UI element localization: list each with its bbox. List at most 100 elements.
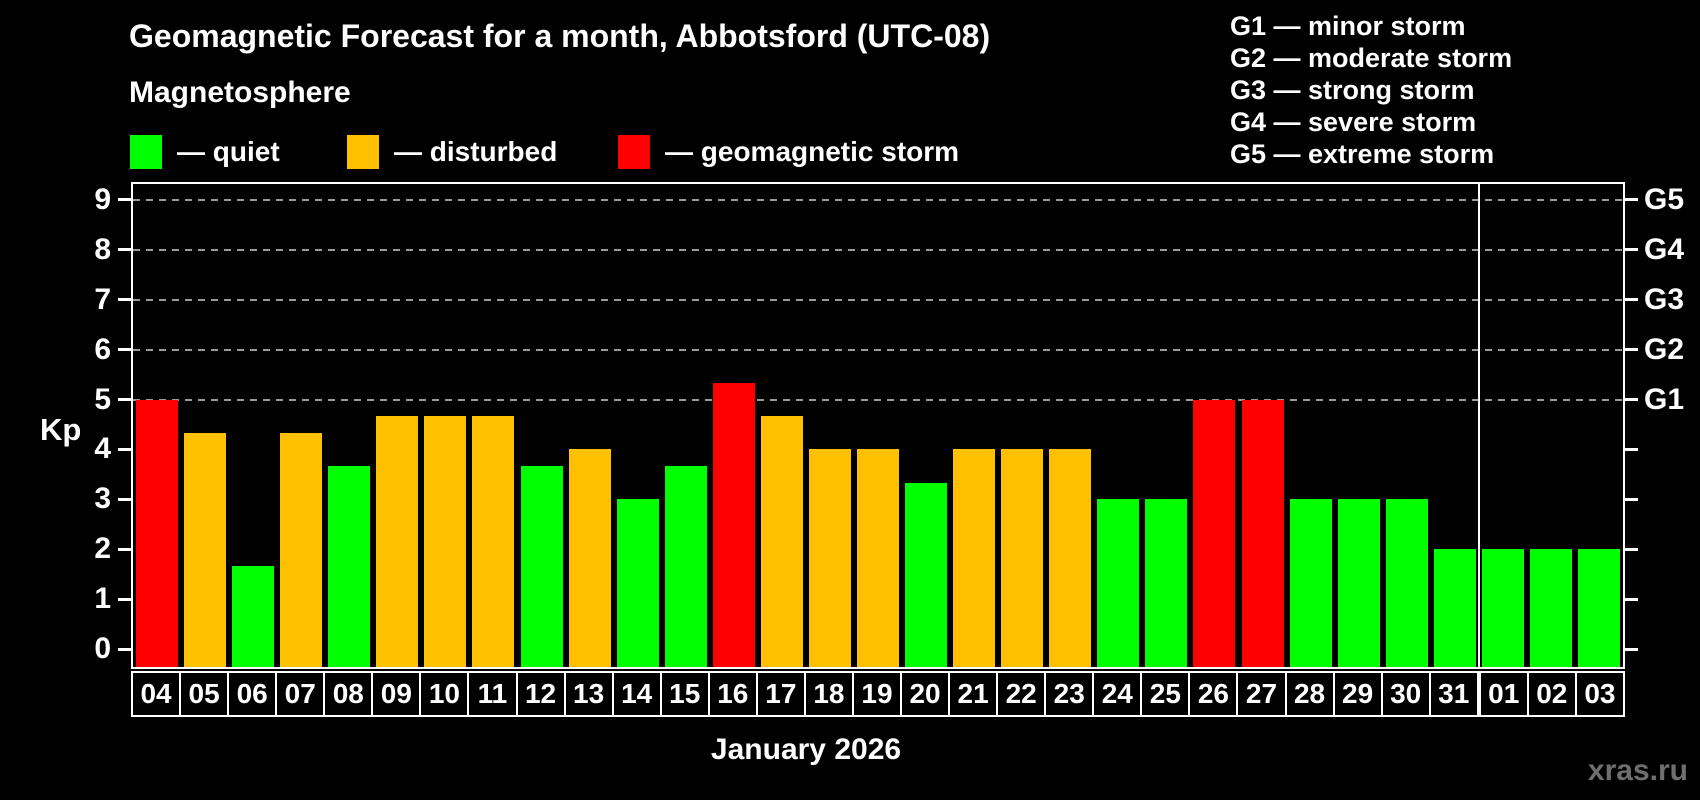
storm-scale-g1: G1 — minor storm	[1230, 11, 1466, 41]
date-cell-25: 25	[1140, 673, 1189, 715]
bar-day-04	[136, 399, 179, 667]
g-scale-label-g3: G3	[1644, 282, 1685, 316]
date-cell-17: 17	[755, 673, 804, 715]
disturbed-color-swatch	[347, 135, 379, 169]
y-tick-right-2	[1625, 547, 1638, 551]
y-tick-label-1: 1	[94, 582, 111, 616]
date-cell-09: 09	[371, 673, 420, 715]
bar-day-22	[1001, 449, 1044, 667]
bar-day-13	[568, 449, 611, 667]
date-cell-15: 15	[659, 673, 708, 715]
legend-label-storm: — geomagnetic storm	[665, 136, 960, 167]
bar-day-26	[1193, 399, 1236, 667]
y-tick-left-9	[118, 198, 131, 202]
legend-item-quiet: — quiet	[130, 135, 280, 169]
date-cell-03: 03	[1574, 673, 1623, 715]
date-group-january: 04 05 06 07 08 09 10 11 12 13 14 15 16 17 18 19 20 21 22 23…	[131, 671, 1479, 717]
g-scale-label-g4: G4	[1644, 232, 1685, 266]
date-cell-06: 06	[227, 673, 276, 715]
date-cell-10: 10	[419, 673, 468, 715]
y-tick-right-9	[1625, 198, 1638, 202]
storm-scale-g5: G5 — extreme storm	[1230, 139, 1495, 169]
y-tick-right-7	[1625, 298, 1638, 302]
y-tick-right-5	[1625, 398, 1638, 401]
bar-day-28	[1289, 499, 1332, 667]
bar-day-02	[1529, 549, 1572, 667]
bar-day-30	[1385, 499, 1428, 667]
y-tick-right-0	[1625, 647, 1638, 651]
date-cell-01: 01	[1480, 673, 1527, 715]
date-cell-13: 13	[563, 673, 612, 715]
bar-day-19	[857, 449, 899, 667]
y-tick-label-6: 6	[94, 332, 111, 366]
plot-area: 0 1 2 3 4 5 6 7 8 9 G1 G2 G3 G4 G5	[94, 182, 1684, 669]
storm-scale-g3: G3 — strong storm	[1230, 75, 1475, 105]
bar-day-01	[1481, 549, 1524, 667]
y-tick-label-5: 5	[94, 382, 111, 416]
quiet-color-swatch	[130, 135, 162, 169]
date-cell-14: 14	[611, 673, 660, 715]
bar-day-15	[664, 465, 707, 667]
x-axis-title: January 2026	[710, 733, 902, 766]
y-tick-label-9: 9	[94, 182, 111, 216]
date-cell-26: 26	[1188, 673, 1237, 715]
storm-color-swatch	[618, 135, 650, 169]
storm-scale-legend: G1 — minor storm G2 — moderate storm G3 …	[1230, 10, 1512, 170]
y-tick-right-4	[1625, 447, 1638, 451]
bar-day-16	[712, 383, 755, 667]
bar-day-24	[1097, 499, 1140, 667]
y-tick-left-0	[118, 647, 131, 651]
bar-day-27	[1241, 399, 1284, 667]
storm-scale-g4: G4 — severe storm	[1230, 107, 1477, 137]
bar-day-08	[328, 465, 371, 667]
legend-item-storm: — geomagnetic storm	[618, 135, 959, 169]
gridline-kp9	[133, 198, 1623, 201]
bar-day-18	[808, 449, 851, 667]
bar-day-12	[520, 465, 563, 667]
bar-day-25	[1145, 499, 1188, 667]
date-cell-23: 23	[1044, 673, 1093, 715]
bar-day-29	[1337, 499, 1380, 667]
bar-day-21	[953, 449, 996, 667]
y-tick-right-1	[1625, 597, 1638, 601]
g-scale-label-g1: G1	[1644, 382, 1685, 416]
bar-day-05	[184, 432, 227, 667]
y-tick-left-6	[118, 348, 131, 352]
y-tick-label-0: 0	[94, 632, 111, 665]
date-cell-24: 24	[1092, 673, 1141, 715]
date-cell-29: 29	[1332, 673, 1381, 715]
y-tick-right-8	[1625, 248, 1638, 252]
bar-day-10	[424, 416, 467, 667]
gridline-kp7	[133, 298, 1623, 301]
date-cell-28: 28	[1284, 673, 1333, 715]
gridline-kp8	[133, 248, 1623, 251]
legend-label-quiet: — quiet	[177, 136, 280, 167]
date-axis: 04 05 06 07 08 09 10 11 12 13 14 15 16 17 18 19 20 21 22 23…	[131, 671, 1625, 717]
date-cell-19: 19	[851, 673, 900, 715]
y-tick-left-3	[118, 497, 131, 501]
date-cell-08: 08	[323, 673, 372, 715]
y-tick-label-8: 8	[94, 232, 111, 266]
date-cell-11: 11	[467, 673, 516, 715]
bar-day-07	[280, 432, 323, 667]
bar-day-20	[905, 482, 948, 667]
y-tick-right-6	[1625, 348, 1638, 352]
g-scale-label-g2: G2	[1644, 332, 1685, 366]
date-cell-07: 07	[275, 673, 324, 715]
y-tick-left-4	[118, 447, 131, 451]
date-group-february: 01 02 03	[1478, 671, 1625, 717]
date-cell-22: 22	[996, 673, 1045, 715]
bar-day-31	[1433, 549, 1476, 667]
bar-day-09	[376, 416, 419, 667]
y-tick-label-7: 7	[94, 282, 111, 316]
y-axis-label: Kp	[40, 412, 82, 447]
date-cell-05: 05	[179, 673, 228, 715]
y-tick-label-3: 3	[94, 482, 111, 516]
y-tick-left-5	[118, 398, 131, 401]
gridline-kp6	[133, 348, 1623, 351]
date-cell-02: 02	[1526, 673, 1575, 715]
date-cell-04: 04	[133, 673, 180, 715]
y-tick-left-8	[118, 248, 131, 252]
legend-label-disturbed: — disturbed	[394, 136, 558, 167]
